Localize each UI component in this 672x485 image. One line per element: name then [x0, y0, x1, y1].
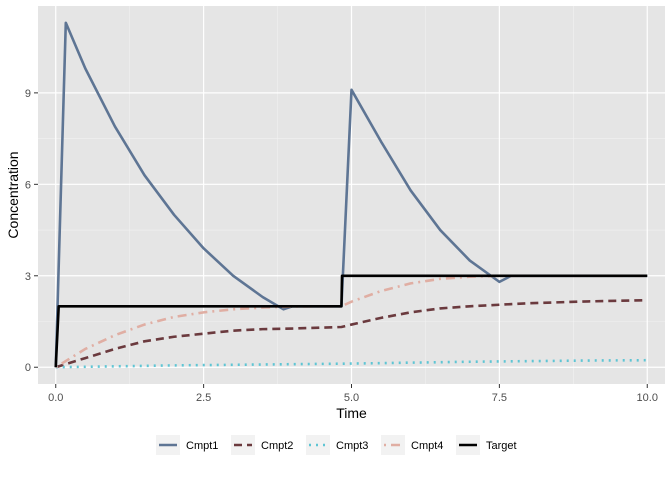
legend: Cmpt1 Cmpt2 Cmpt3 Cmpt4 Target [156, 435, 517, 455]
series-line-cmpt3 [55, 358, 648, 369]
legend-item-target: Target [456, 435, 517, 455]
series-layer [54, 21, 648, 369]
x-tick-label: 2.5 [196, 392, 211, 404]
legend-label: Cmpt3 [336, 440, 368, 452]
y-axis-title: Concentration [5, 151, 21, 238]
x-axis-title: Time [336, 405, 367, 421]
y-axis: 0 3 6 9 [25, 88, 38, 374]
y-tick-label: 0 [25, 362, 31, 374]
x-tick-label: 7.5 [492, 392, 507, 404]
y-tick-label: 9 [25, 88, 31, 100]
legend-label: Cmpt4 [411, 440, 443, 452]
legend-item-cmpt4: Cmpt4 [381, 435, 443, 455]
x-tick-label: 10.0 [637, 392, 658, 404]
legend-label: Cmpt2 [261, 440, 293, 452]
legend-key-bg [231, 435, 255, 455]
legend-item-cmpt2: Cmpt2 [231, 435, 293, 455]
legend-item-cmpt3: Cmpt3 [306, 435, 368, 455]
x-tick-label: 0.0 [48, 392, 63, 404]
y-tick-label: 3 [25, 271, 31, 283]
series-line-cmpt2 [55, 298, 648, 369]
legend-label: Cmpt1 [186, 440, 218, 452]
legend-item-cmpt1: Cmpt1 [156, 435, 218, 455]
x-axis: 0.0 2.5 5.0 7.5 10.0 [48, 384, 658, 404]
x-tick-label: 5.0 [344, 392, 359, 404]
y-tick-label: 6 [25, 179, 31, 191]
legend-label: Target [486, 440, 517, 452]
series-line-target [54, 274, 648, 368]
